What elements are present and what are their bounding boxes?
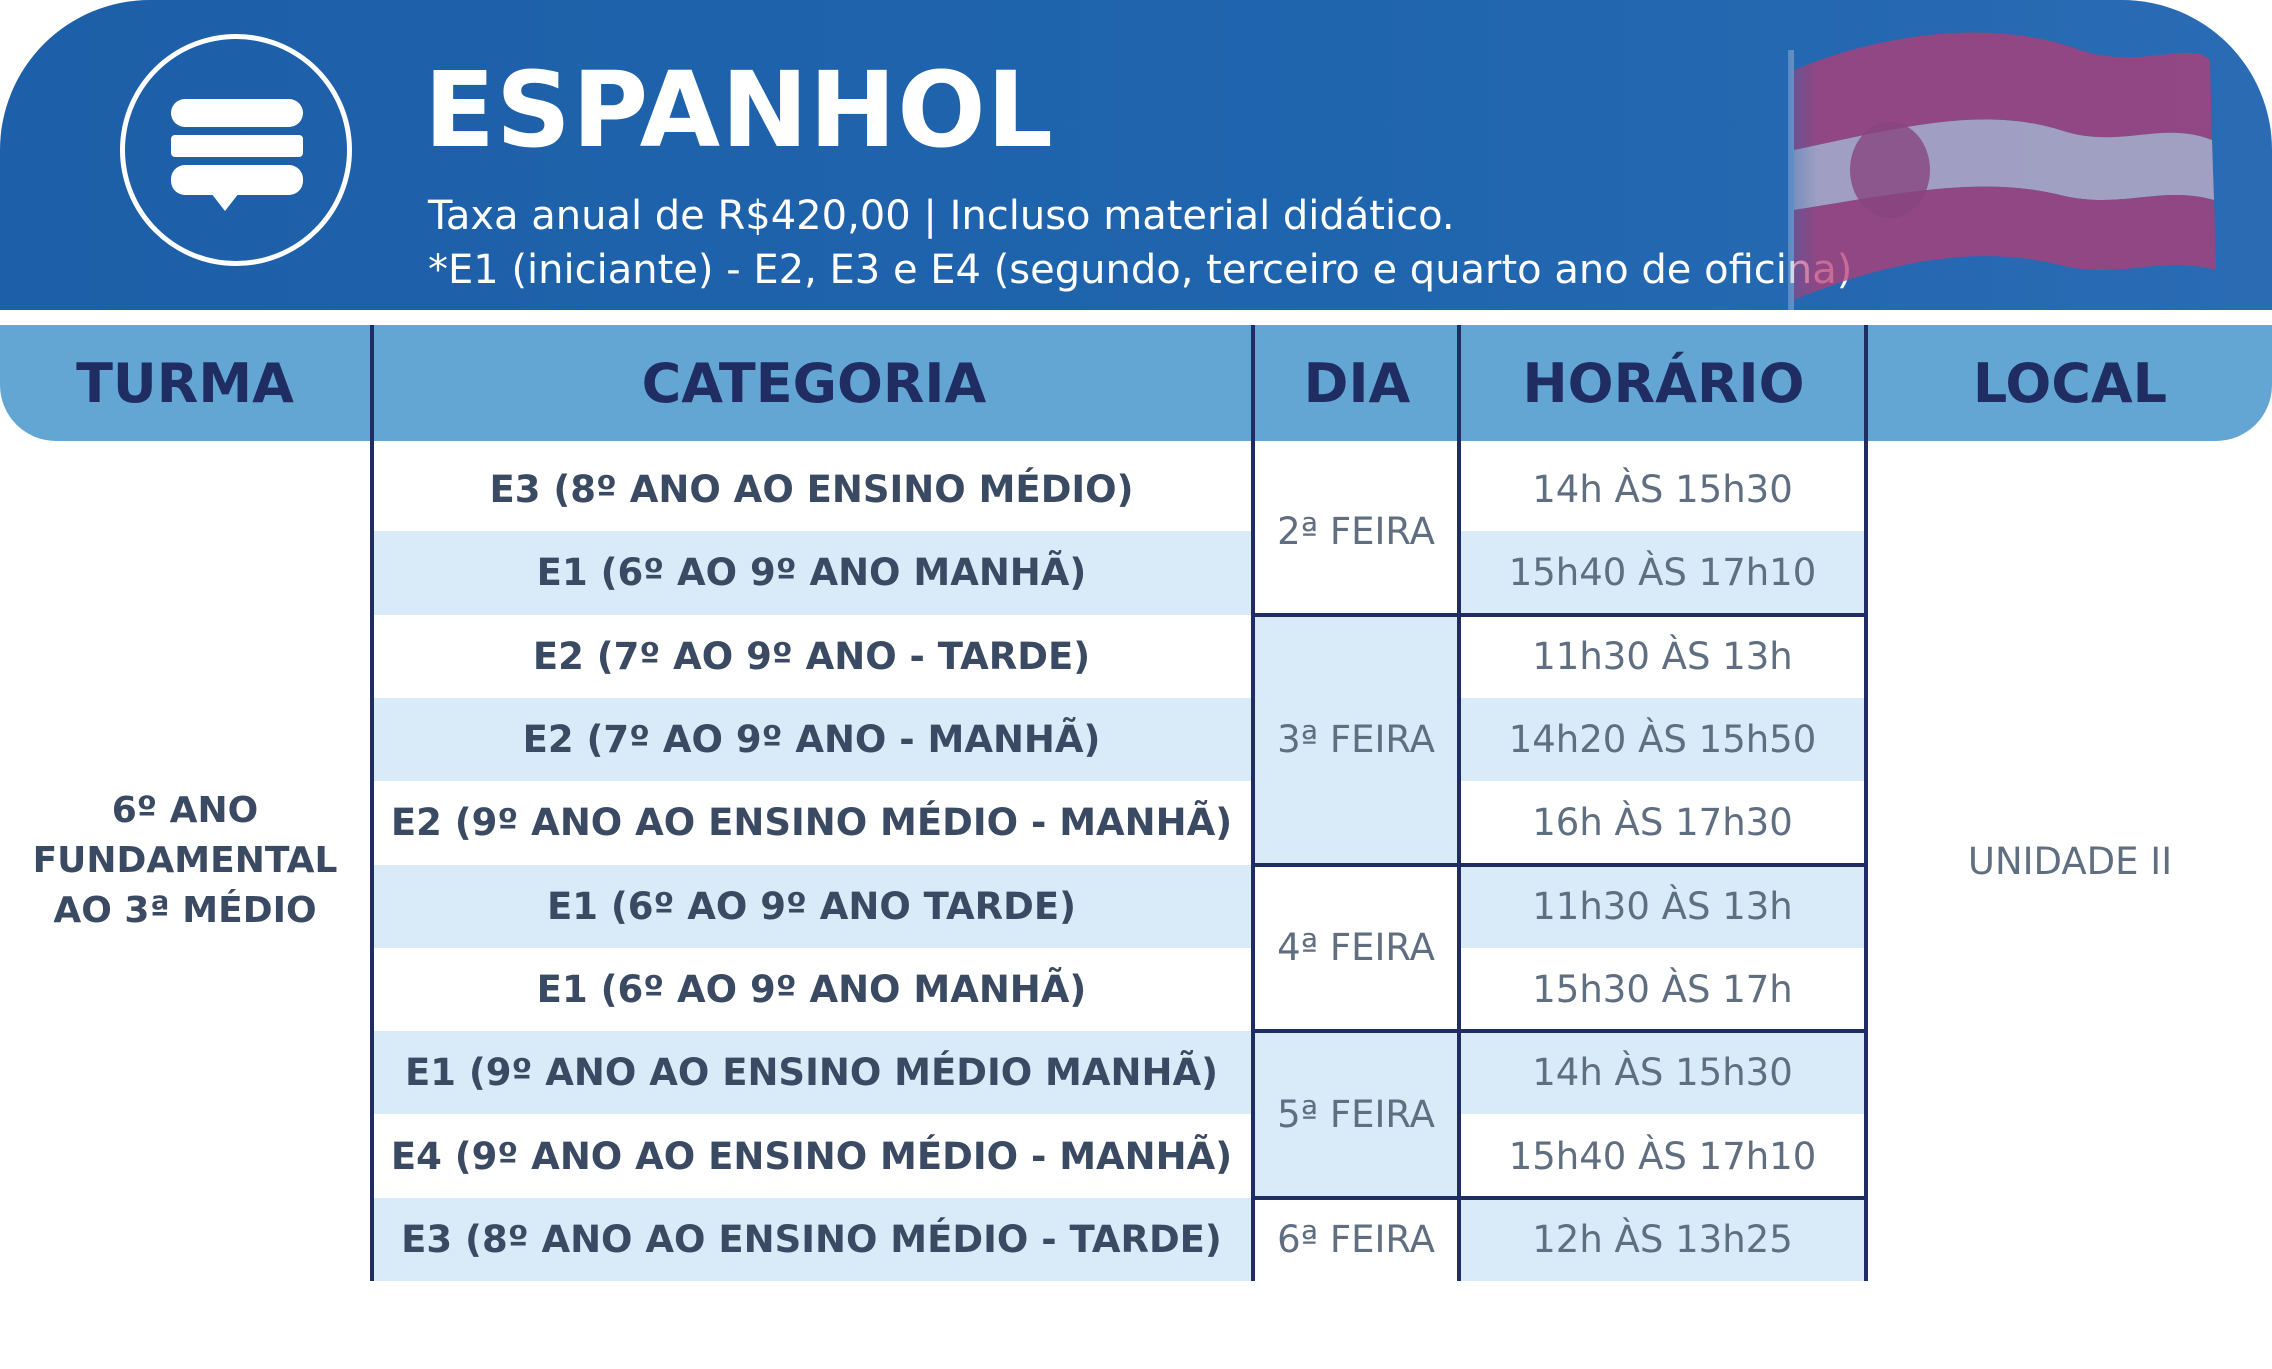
- horario-cell-label: 14h20 ÀS 15h50: [1508, 718, 1817, 762]
- categoria-cell-label: E1 (6º AO 9º ANO MANHÃ): [536, 967, 1087, 1011]
- categoria-cell: E1 (6º AO 9º ANO TARDE): [372, 864, 1251, 948]
- horario-cell: 11h30 ÀS 13h: [1461, 614, 1864, 698]
- dia-cell-label: 6ª FEIRA: [1277, 1217, 1435, 1261]
- horario-cell-label: 15h30 ÀS 17h: [1532, 967, 1793, 1011]
- dia-cell: 6ª FEIRA: [1255, 1197, 1457, 1281]
- column-divider: [370, 325, 374, 1281]
- table-header: TURMA CATEGORIA DIA HORÁRIO LOCAL: [0, 325, 2272, 441]
- horario-cell-label: 16h ÀS 17h30: [1532, 801, 1793, 845]
- column-header-turma: TURMA: [76, 351, 294, 415]
- day-divider: [1253, 862, 1866, 867]
- dia-cell: 2ª FEIRA: [1255, 448, 1457, 615]
- column-header-dia: DIA: [1303, 351, 1411, 415]
- dia-cell: 3ª FEIRA: [1255, 614, 1457, 865]
- chat-bubble-icon: [120, 34, 352, 266]
- horario-cell: 14h ÀS 15h30: [1461, 448, 1864, 532]
- horario-cell-label: 11h30 ÀS 13h: [1532, 634, 1793, 678]
- categoria-cell-label: E2 (9º ANO AO ENSINO MÉDIO - MANHÃ): [390, 801, 1233, 845]
- horario-cell: 11h30 ÀS 13h: [1461, 864, 1864, 948]
- spain-flag-icon: [1788, 32, 2216, 310]
- categoria-cell: E2 (7º AO 9º ANO - TARDE): [372, 614, 1251, 698]
- horario-cell: 15h40 ÀS 17h10: [1461, 531, 1864, 615]
- turma-label: 6º ANO FUNDAMENTAL AO 3ª MÉDIO: [32, 790, 338, 931]
- column-divider: [1864, 325, 1868, 1281]
- categoria-cell: E2 (7º AO 9º ANO - MANHÃ): [372, 697, 1251, 782]
- dia-cell-label: 3ª FEIRA: [1277, 718, 1435, 762]
- column-header-horario: HORÁRIO: [1522, 351, 1805, 415]
- day-divider: [1253, 1029, 1866, 1034]
- column-header-categoria: CATEGORIA: [641, 351, 987, 415]
- day-divider: [1253, 612, 1866, 617]
- categoria-cell-label: E4 (9º ANO AO ENSINO MÉDIO - MANHÃ): [390, 1134, 1233, 1178]
- dia-cell-label: 2ª FEIRA: [1277, 509, 1435, 553]
- categoria-cell-label: E1 (6º AO 9º ANO TARDE): [546, 884, 1077, 928]
- categoria-cell: E2 (9º ANO AO ENSINO MÉDIO - MANHÃ): [372, 781, 1251, 865]
- categoria-cell-label: E2 (7º AO 9º ANO - MANHÃ): [522, 718, 1101, 762]
- horario-cell-label: 14h ÀS 15h30: [1532, 468, 1793, 512]
- day-divider: [1253, 1195, 1866, 1200]
- dia-cell: 4ª FEIRA: [1255, 864, 1457, 1032]
- categoria-cell: E4 (9º ANO AO ENSINO MÉDIO - MANHÃ): [372, 1114, 1251, 1198]
- horario-cell: 14h ÀS 15h30: [1461, 1031, 1864, 1115]
- horario-cell-label: 12h ÀS 13h25: [1532, 1217, 1793, 1261]
- turma-cell: 6º ANO FUNDAMENTAL AO 3ª MÉDIO: [0, 441, 370, 1281]
- horario-cell-label: 15h40 ÀS 17h10: [1508, 551, 1817, 595]
- categoria-cell-label: E2 (7º AO 9º ANO - TARDE): [532, 634, 1091, 678]
- categoria-cell: E3 (8º ANO AO ENSINO MÉDIO - TARDE): [372, 1197, 1251, 1281]
- day-divider: [1253, 612, 1459, 617]
- dia-cell: 5ª FEIRA: [1255, 1031, 1457, 1198]
- horario-cell: 12h ÀS 13h25: [1461, 1197, 1864, 1281]
- horario-cell: 15h30 ÀS 17h: [1461, 947, 1864, 1032]
- header-banner: ESPANHOL Taxa anual de R$420,00 | Inclus…: [0, 0, 2272, 310]
- price-info: Taxa anual de R$420,00 | Incluso materia…: [428, 193, 1455, 239]
- level-info: *E1 (iniciante) - E2, E3 e E4 (segundo, …: [428, 247, 1853, 293]
- dia-cell-label: 5ª FEIRA: [1277, 1092, 1435, 1136]
- categoria-cell: E1 (6º AO 9º ANO MANHÃ): [372, 531, 1251, 615]
- horario-cell: 16h ÀS 17h30: [1461, 781, 1864, 865]
- categoria-cell-label: E3 (8º ANO AO ENSINO MÉDIO - TARDE): [401, 1217, 1222, 1261]
- categoria-cell: E3 (8º ANO AO ENSINO MÉDIO): [372, 448, 1251, 532]
- horario-cell: 14h20 ÀS 15h50: [1461, 697, 1864, 782]
- page-title: ESPANHOL: [424, 49, 1054, 171]
- categoria-cell: E1 (6º AO 9º ANO MANHÃ): [372, 947, 1251, 1032]
- horario-cell-label: 15h40 ÀS 17h10: [1508, 1134, 1817, 1178]
- local-cell: UNIDADE II: [1868, 441, 2272, 1281]
- categoria-cell-label: E1 (6º AO 9º ANO MANHÃ): [536, 551, 1087, 595]
- column-header-local: LOCAL: [1972, 351, 2168, 415]
- horario-cell: 15h40 ÀS 17h10: [1461, 1114, 1864, 1198]
- local-label: UNIDADE II: [1967, 839, 2173, 883]
- categoria-cell-label: E1 (9º ANO AO ENSINO MÉDIO MANHÃ): [404, 1051, 1218, 1095]
- column-divider: [1457, 325, 1461, 1281]
- categoria-cell-label: E3 (8º ANO AO ENSINO MÉDIO): [489, 468, 1134, 512]
- dia-cell-label: 4ª FEIRA: [1277, 926, 1435, 970]
- column-divider: [1251, 325, 1255, 1281]
- horario-cell-label: 14h ÀS 15h30: [1532, 1051, 1793, 1095]
- horario-cell-label: 11h30 ÀS 13h: [1532, 884, 1793, 928]
- categoria-cell: E1 (9º ANO AO ENSINO MÉDIO MANHÃ): [372, 1031, 1251, 1115]
